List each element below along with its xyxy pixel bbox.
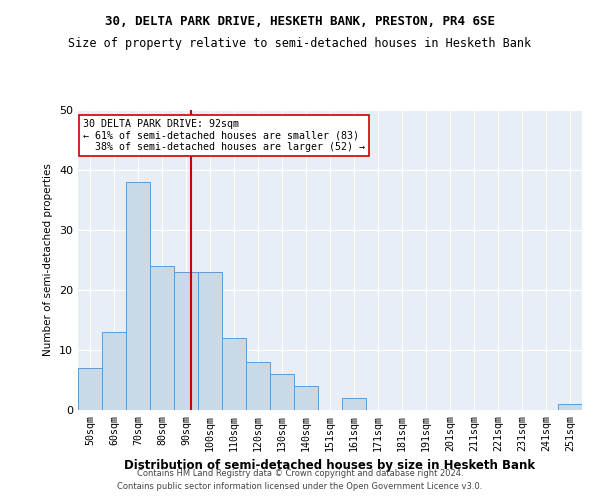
Bar xyxy=(222,338,246,410)
Bar xyxy=(558,404,582,410)
Text: 30, DELTA PARK DRIVE, HESKETH BANK, PRESTON, PR4 6SE: 30, DELTA PARK DRIVE, HESKETH BANK, PRES… xyxy=(105,15,495,28)
Y-axis label: Number of semi-detached properties: Number of semi-detached properties xyxy=(43,164,53,356)
Bar xyxy=(198,272,222,410)
Text: 30 DELTA PARK DRIVE: 92sqm
← 61% of semi-detached houses are smaller (83)
  38% : 30 DELTA PARK DRIVE: 92sqm ← 61% of semi… xyxy=(83,119,365,152)
Bar xyxy=(126,182,150,410)
Bar xyxy=(270,374,294,410)
Bar xyxy=(294,386,318,410)
Text: Contains public sector information licensed under the Open Government Licence v3: Contains public sector information licen… xyxy=(118,482,482,491)
X-axis label: Distribution of semi-detached houses by size in Hesketh Bank: Distribution of semi-detached houses by … xyxy=(124,459,536,472)
Bar xyxy=(102,332,126,410)
Bar xyxy=(246,362,270,410)
Bar xyxy=(174,272,198,410)
Bar xyxy=(150,266,174,410)
Text: Contains HM Land Registry data © Crown copyright and database right 2024.: Contains HM Land Registry data © Crown c… xyxy=(137,468,463,477)
Text: Size of property relative to semi-detached houses in Hesketh Bank: Size of property relative to semi-detach… xyxy=(68,38,532,51)
Bar xyxy=(78,368,102,410)
Bar xyxy=(342,398,366,410)
